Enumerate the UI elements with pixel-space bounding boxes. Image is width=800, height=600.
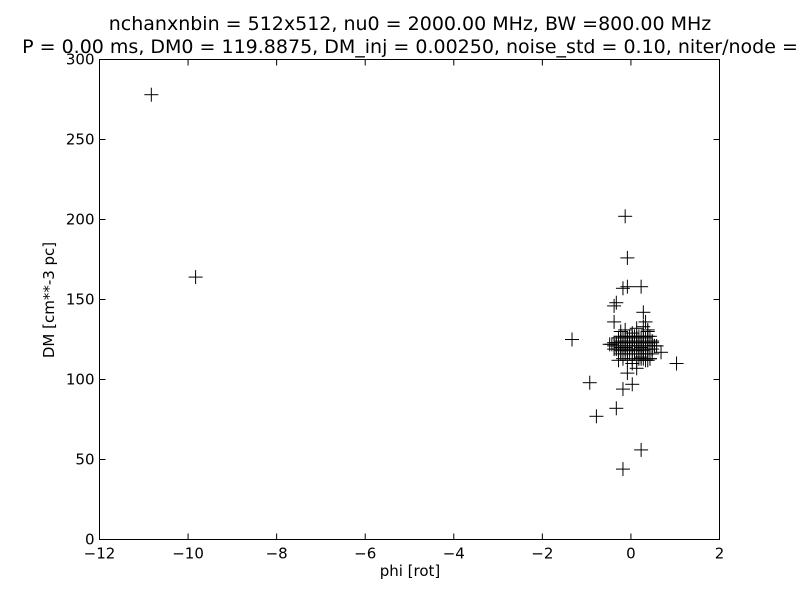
data-point <box>625 356 640 371</box>
chart-title-line-1: nchanxnbin = 512x512, nu0 = 2000.00 MHz,… <box>109 13 712 35</box>
data-point <box>615 382 630 397</box>
y-tick-label: 100 <box>66 371 95 389</box>
y-tick-label: 50 <box>75 451 94 469</box>
data-point <box>629 321 644 336</box>
markers-layer <box>144 87 684 477</box>
data-point <box>642 351 657 366</box>
data-point <box>615 462 630 477</box>
y-axis: 0 50 100 150 200 250 300 <box>66 51 720 549</box>
data-point <box>636 305 651 320</box>
data-point <box>609 401 624 416</box>
x-tick-label: −6 <box>354 545 376 563</box>
data-point <box>589 409 604 424</box>
x-tick-label: 0 <box>626 545 636 563</box>
y-tick-label: 0 <box>85 531 95 549</box>
data-point <box>582 375 597 390</box>
data-point <box>188 270 203 285</box>
data-point <box>634 442 649 457</box>
data-point <box>620 366 635 381</box>
x-axis: −12 −10 −8 −6 −4 −2 0 2 <box>84 59 725 563</box>
plot-frame <box>99 59 720 540</box>
data-point <box>669 356 684 371</box>
x-tick-label: 2 <box>715 545 725 563</box>
data-point <box>618 322 633 337</box>
data-point <box>144 87 159 102</box>
data-point <box>607 298 622 313</box>
data-point <box>634 279 649 294</box>
data-point <box>640 324 655 339</box>
y-tick-label: 300 <box>66 51 95 69</box>
x-tick-label: −12 <box>84 545 116 563</box>
data-point <box>607 314 622 329</box>
x-tick-label: −10 <box>172 545 204 563</box>
data-point <box>625 377 640 392</box>
x-tick-label: −2 <box>531 545 553 563</box>
y-axis-label: DM [cm**-3 pc] <box>40 242 58 358</box>
data-point <box>618 209 633 224</box>
x-tick-label: −4 <box>443 545 465 563</box>
data-point <box>609 295 624 310</box>
data-point <box>620 250 635 265</box>
y-tick-label: 200 <box>66 211 95 229</box>
chart-title-line-2: P = 0.00 ms, DM0 = 119.8875, DM_inj = 0.… <box>22 36 798 58</box>
x-axis-label: phi [rot] <box>380 562 441 580</box>
y-tick-label: 250 <box>66 131 95 149</box>
x-tick-label: −8 <box>266 545 288 563</box>
data-point <box>620 279 635 294</box>
data-point <box>565 332 580 347</box>
y-tick-label: 150 <box>66 291 95 309</box>
data-point <box>638 330 653 345</box>
